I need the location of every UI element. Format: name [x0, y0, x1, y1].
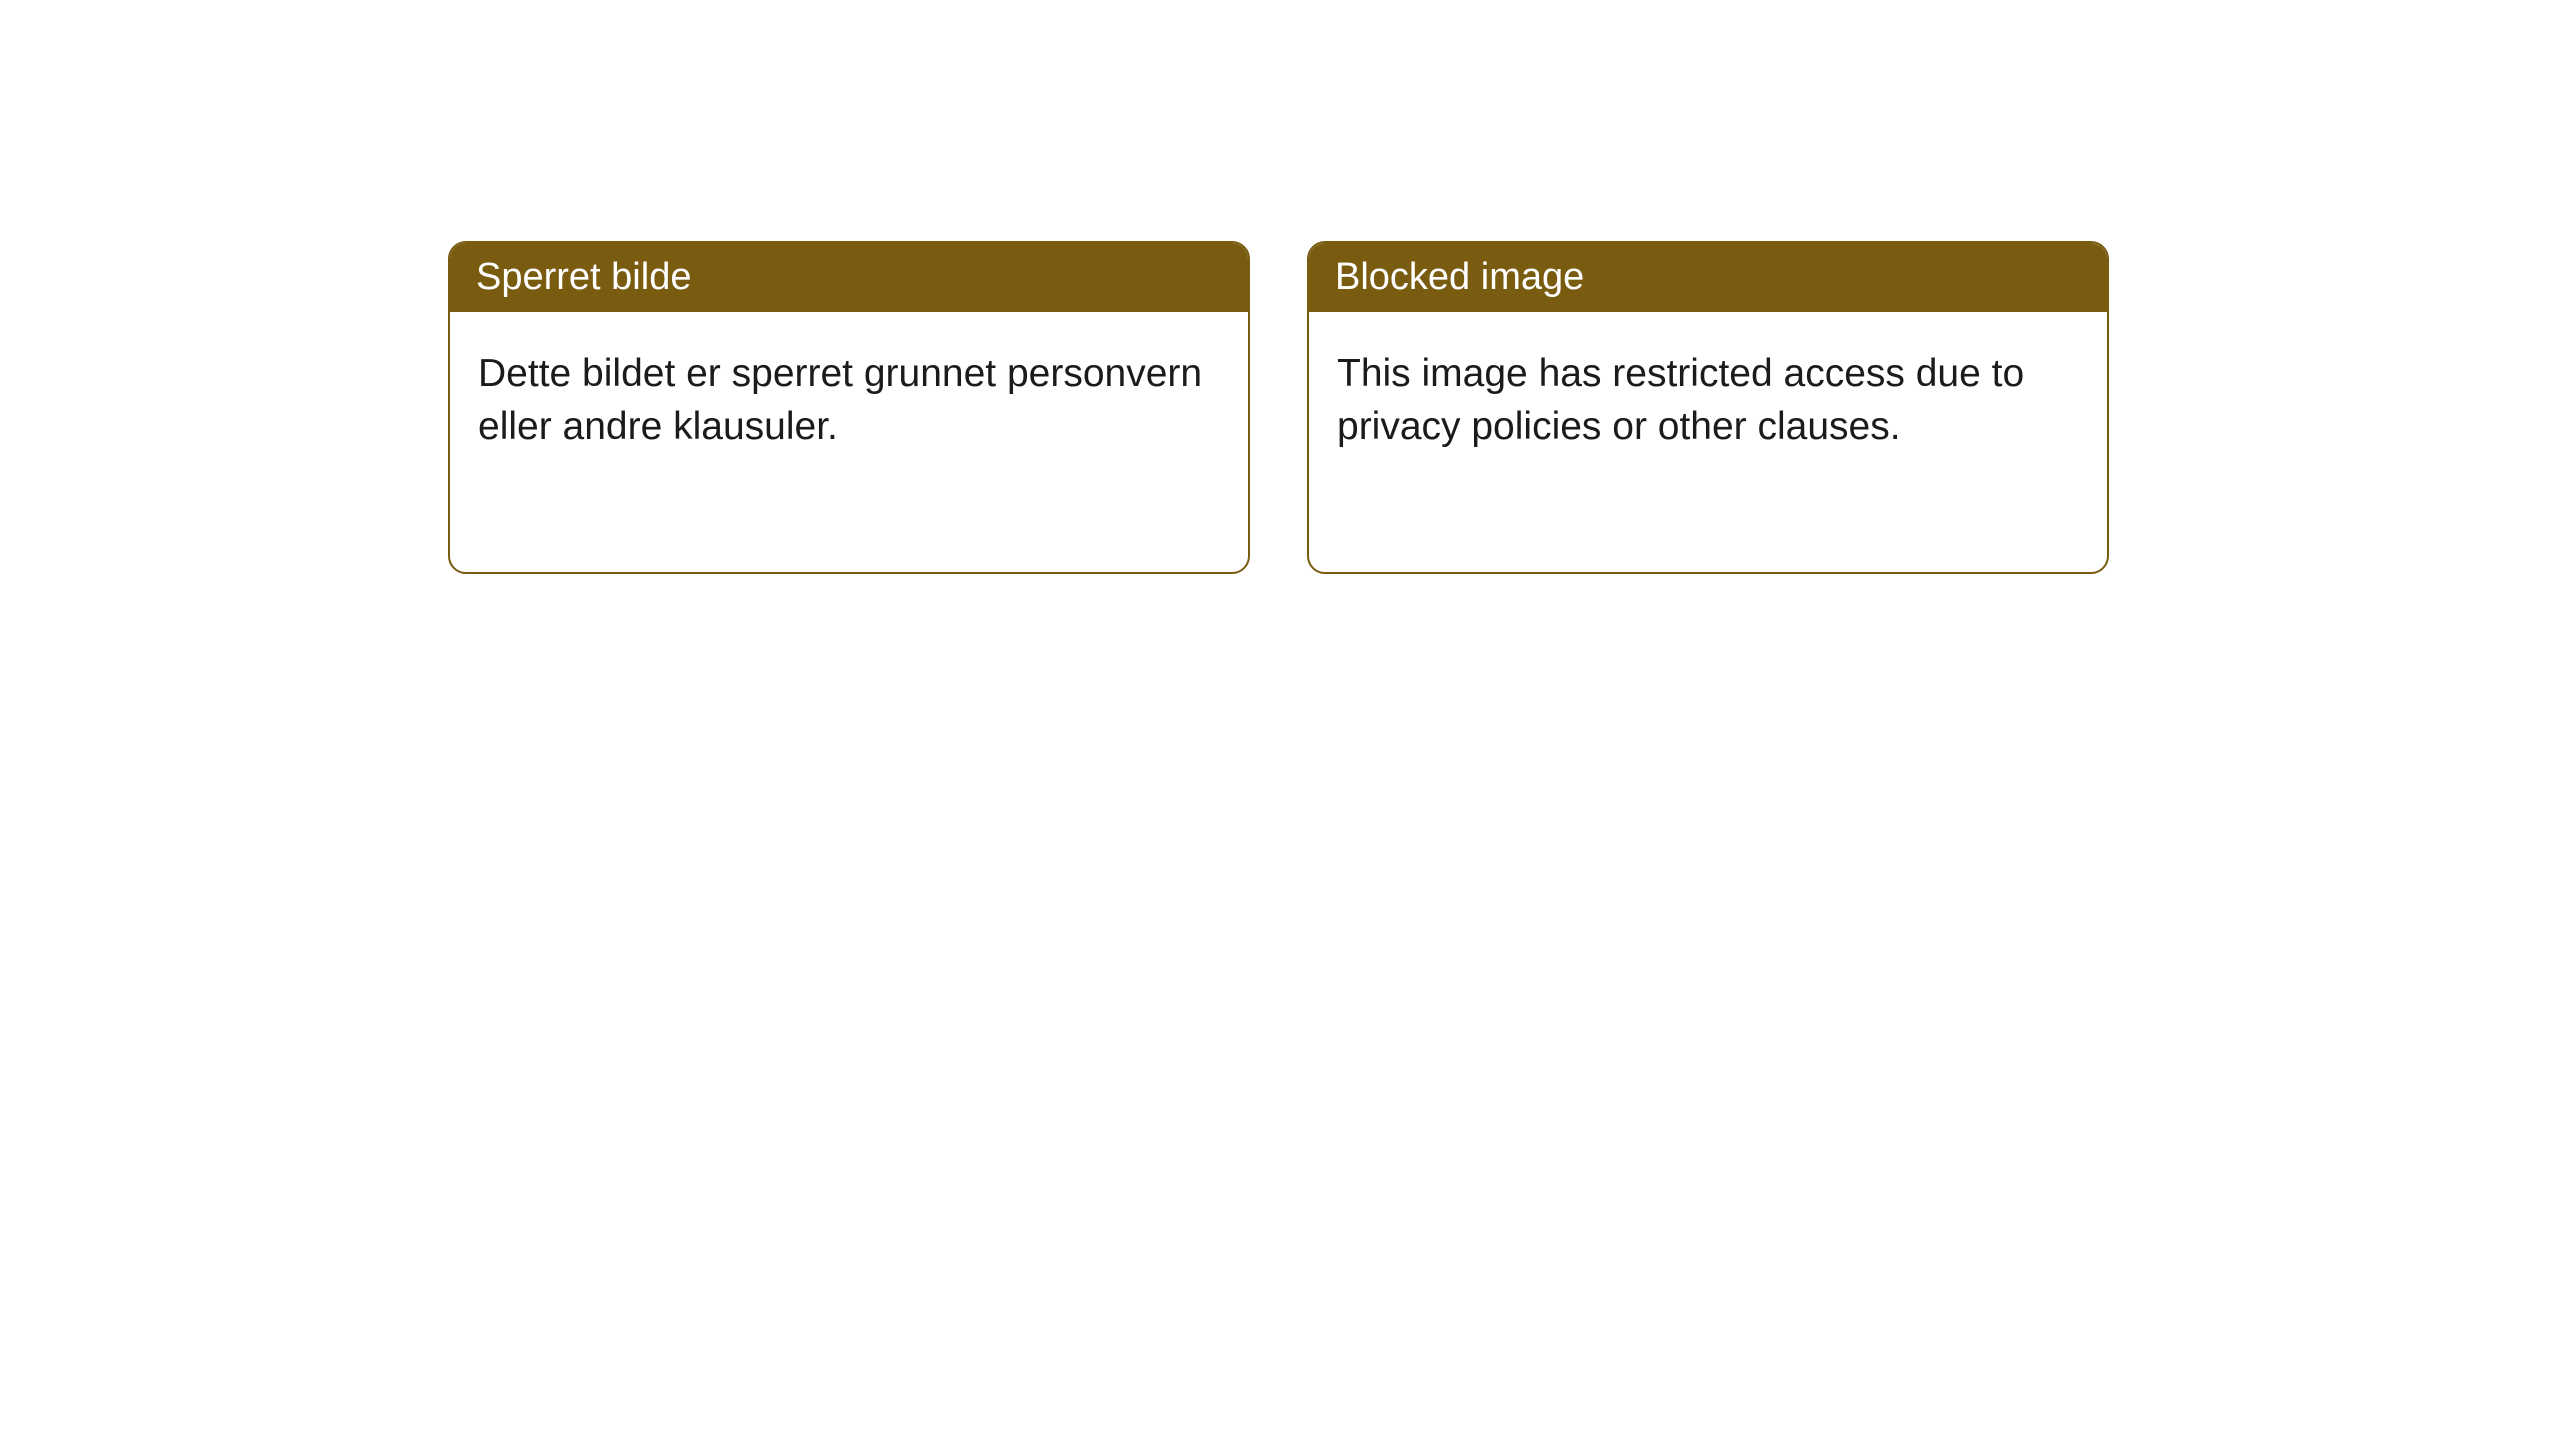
card-body-text: This image has restricted access due to … — [1337, 352, 2024, 448]
card-header: Blocked image — [1309, 243, 2107, 312]
notice-card-norwegian: Sperret bilde Dette bildet er sperret gr… — [448, 241, 1250, 574]
card-title: Blocked image — [1335, 256, 1584, 298]
notice-cards-container: Sperret bilde Dette bildet er sperret gr… — [448, 241, 2109, 574]
card-title: Sperret bilde — [476, 256, 691, 298]
card-body: Dette bildet er sperret grunnet personve… — [450, 312, 1248, 489]
notice-card-english: Blocked image This image has restricted … — [1307, 241, 2109, 574]
card-body-text: Dette bildet er sperret grunnet personve… — [478, 352, 1202, 448]
card-header: Sperret bilde — [450, 243, 1248, 312]
card-body: This image has restricted access due to … — [1309, 312, 2107, 489]
